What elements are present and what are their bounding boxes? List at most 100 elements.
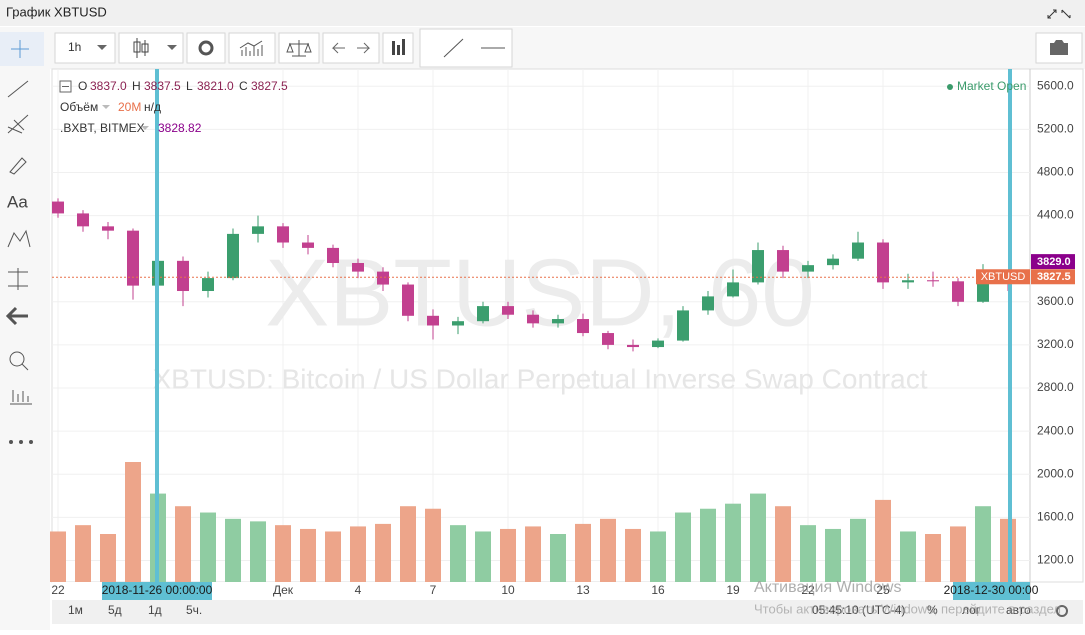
log-toggle[interactable]: лог (962, 603, 981, 617)
last-price-box (1031, 269, 1075, 285)
plot-frame (51, 68, 1084, 583)
interval-label: 1h (68, 40, 81, 54)
candle-body (602, 333, 614, 345)
y-tick-label: 4800.0 (1037, 165, 1074, 179)
activation-title: Активация Windows (754, 579, 901, 596)
x-tick-label: 10 (501, 583, 515, 597)
volume-bar (600, 518, 616, 582)
volume-bar (850, 518, 866, 582)
x-tick-label: 16 (651, 583, 665, 597)
volume-bar (575, 523, 591, 582)
y-tick-label: 1600.0 (1037, 510, 1074, 524)
bars-icon (392, 39, 405, 55)
candle-body (527, 314, 539, 324)
legend-c: C (239, 79, 248, 93)
last-price-name: XBTUSD (981, 271, 1026, 283)
candle-body (702, 296, 714, 311)
candle-body (352, 262, 364, 272)
candle-body (902, 280, 914, 283)
volume-bar (300, 528, 316, 582)
cursor-line (155, 69, 159, 582)
volume-bar (175, 506, 191, 582)
index-name: .BXBT, BITMEX (60, 121, 145, 135)
left-tools[interactable] (5, 80, 32, 405)
y-tick-label: 3600.0 (1037, 294, 1074, 308)
interval-button[interactable] (54, 32, 116, 64)
volume-bar (375, 523, 391, 582)
candle-body (827, 258, 839, 266)
range-button[interactable]: 5д (108, 603, 122, 617)
auto-toggle[interactable]: авто (1006, 603, 1031, 617)
ohlc-legend: O 3837.0 H 3837.5 L 3821.0 C 3827.5 Объё… (60, 79, 1026, 135)
volume-bar (650, 531, 666, 582)
volume-bar (525, 526, 541, 582)
x-tick-label: 19 (726, 583, 740, 597)
candle-body (752, 250, 764, 283)
candle-body (452, 321, 464, 326)
volume-bar (900, 531, 916, 582)
clock: 05:45:10 (UTC-4) (812, 603, 905, 617)
legend-low: 3821.0 (197, 79, 234, 93)
volume-bar (50, 531, 66, 582)
volume-bar (450, 525, 466, 582)
undo-redo-icon (331, 42, 371, 54)
volume-bar (75, 525, 91, 582)
x-tick-label: Дек (273, 583, 294, 597)
drawing-tools[interactable] (443, 38, 505, 58)
volume-label: Объём (60, 100, 98, 114)
volume-bar (275, 525, 291, 582)
text-tool[interactable]: Aa (7, 192, 28, 211)
volume-bar (250, 521, 266, 582)
candle-body (402, 284, 414, 316)
more-tools[interactable] (9, 440, 33, 444)
range-button[interactable]: 1д (148, 603, 162, 617)
x-tick-label: 4 (355, 583, 362, 597)
range-button[interactable]: 1м (68, 603, 83, 617)
candle-body (727, 282, 739, 297)
candle-body (52, 201, 64, 214)
settings-button[interactable] (186, 32, 226, 64)
candle-body (227, 233, 239, 279)
candle-body (852, 242, 864, 259)
volume-bar (500, 528, 516, 582)
crosshair-icon (11, 40, 29, 58)
volume-na: н/д (144, 100, 161, 114)
x-tick-label: 22 (801, 583, 815, 597)
candle-body (652, 340, 664, 348)
percent-toggle[interactable]: % (927, 603, 938, 617)
volume-bar (200, 512, 216, 582)
indicators-button[interactable] (228, 32, 276, 64)
candle-body (952, 281, 964, 302)
settings-icon[interactable] (1056, 605, 1068, 617)
volume-bar (925, 534, 941, 582)
market-status: Market Open (957, 79, 1026, 93)
y-tick-label: 3200.0 (1037, 337, 1074, 351)
dropdown-icon (102, 105, 110, 109)
y-tick-label: 2400.0 (1037, 423, 1074, 437)
candle-body (477, 306, 489, 322)
cursor-time-box (102, 582, 212, 600)
volume-bar (125, 462, 141, 582)
candle-body (627, 344, 639, 348)
indicators-icon (239, 40, 263, 56)
candle-body (502, 306, 514, 315)
candle-body (177, 260, 189, 292)
candle-body (202, 278, 214, 292)
range-button[interactable]: 5ч. (186, 603, 202, 617)
candle-body (677, 310, 689, 341)
y-tick-label: 2000.0 (1037, 466, 1074, 480)
symbol-description: XBTUSD: Bitcoin / US Dollar Perpetual In… (153, 363, 928, 394)
x-tick-label: 7 (430, 583, 437, 597)
screenshot-button[interactable] (1035, 32, 1083, 64)
candle-body (427, 315, 439, 326)
candle-body (552, 319, 564, 324)
candle-body (927, 280, 939, 282)
legend-o: O (78, 79, 87, 93)
volume-bar (800, 525, 816, 582)
window-controls[interactable] (1047, 9, 1071, 19)
y-tick-label: 1200.0 (1037, 553, 1074, 567)
volume-bar (325, 531, 341, 582)
y-tick-label: 4400.0 (1037, 208, 1074, 222)
undo-redo[interactable] (322, 32, 380, 64)
